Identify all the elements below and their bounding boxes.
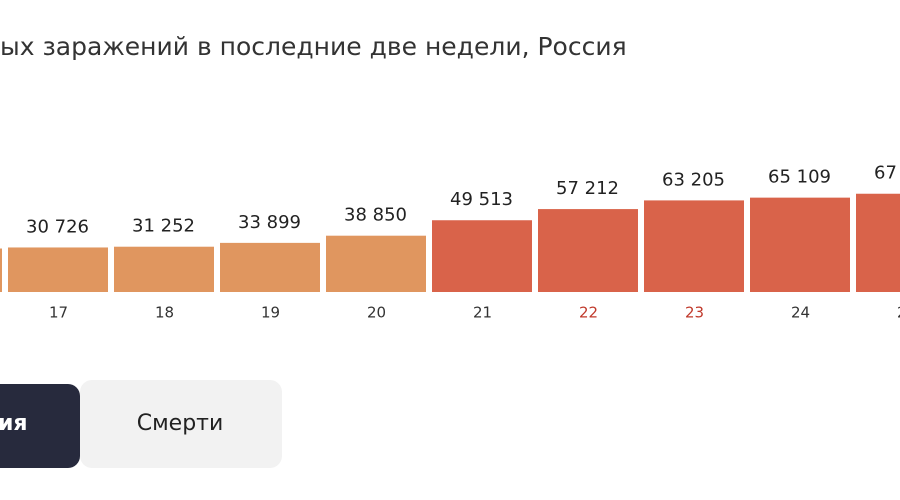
value-label: 63 205 (662, 169, 725, 190)
x-tick-label: 21 (473, 304, 492, 322)
value-label: 65 109 (768, 167, 831, 188)
x-tick-label: 19 (261, 304, 280, 322)
tab-inactive[interactable] (80, 380, 282, 468)
value-label: 67 (874, 163, 897, 184)
tab-active[interactable] (0, 384, 80, 468)
x-tick-label: 22 (579, 304, 598, 322)
bar (750, 197, 850, 292)
value-label: 57 212 (556, 178, 619, 199)
bar (0, 248, 2, 292)
bar (644, 200, 744, 292)
tab-label[interactable]: ия (0, 411, 28, 436)
tab-label[interactable]: Смерти (137, 411, 224, 436)
x-tick-label: 17 (49, 304, 68, 322)
bar (432, 220, 532, 292)
bar (8, 247, 108, 292)
bar (220, 242, 320, 292)
value-label: 31 252 (132, 216, 195, 237)
bar (114, 246, 214, 292)
value-label: 30 726 (26, 216, 89, 237)
chart: 30 726 17 31 252 18 33 899 19 38 850 20 49 513 21… (0, 163, 900, 322)
chart-title: ых заражений в последние две недели, Рос… (0, 32, 627, 61)
value-label: 33 899 (238, 212, 301, 233)
x-tick-label: 20 (367, 304, 386, 322)
x-tick-label: 18 (155, 304, 174, 322)
bar (856, 193, 900, 292)
value-label: 38 850 (344, 205, 407, 226)
bar (326, 235, 426, 292)
bar (538, 209, 638, 292)
x-tick-label: 24 (791, 304, 810, 322)
x-tick-label: 2 (897, 304, 900, 322)
value-label: 49 513 (450, 189, 513, 210)
x-tick-label: 23 (685, 304, 704, 322)
